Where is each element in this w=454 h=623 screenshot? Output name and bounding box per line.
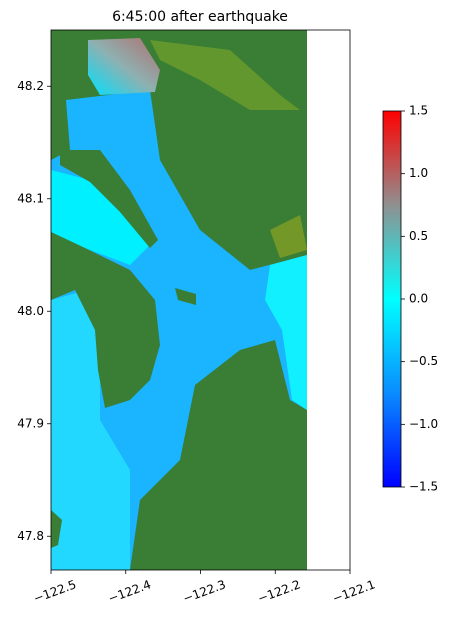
y-tick-label: 48.2 <box>17 79 44 93</box>
x-tick-label: −122.5 <box>32 577 79 605</box>
y-tick-label: 48.1 <box>17 191 44 205</box>
chart-title: 6:45:00 after earthquake <box>112 9 288 25</box>
colorbar <box>382 110 402 488</box>
x-tick-label: −122.3 <box>181 577 228 605</box>
colorbar-tick-label: −0.5 <box>409 354 438 368</box>
y-tick-label: 47.8 <box>17 529 44 543</box>
x-tick-label: −122.4 <box>106 577 153 605</box>
y-tick-label: 47.9 <box>17 416 44 430</box>
map-image <box>51 30 307 570</box>
colorbar-tick-label: −1.0 <box>409 417 438 431</box>
colorbar-tick-label: 0.0 <box>409 292 428 306</box>
y-tick-label: 48.0 <box>17 304 44 318</box>
colorbar-tick-label: 1.0 <box>409 166 428 180</box>
x-tick-label: −122.2 <box>256 577 303 605</box>
colorbar-tick-label: 0.5 <box>409 229 428 243</box>
colorbar-tick-label: 1.5 <box>409 104 428 118</box>
colorbar-tick-label: −1.5 <box>409 480 438 494</box>
x-tick-label: −122.1 <box>331 577 378 605</box>
